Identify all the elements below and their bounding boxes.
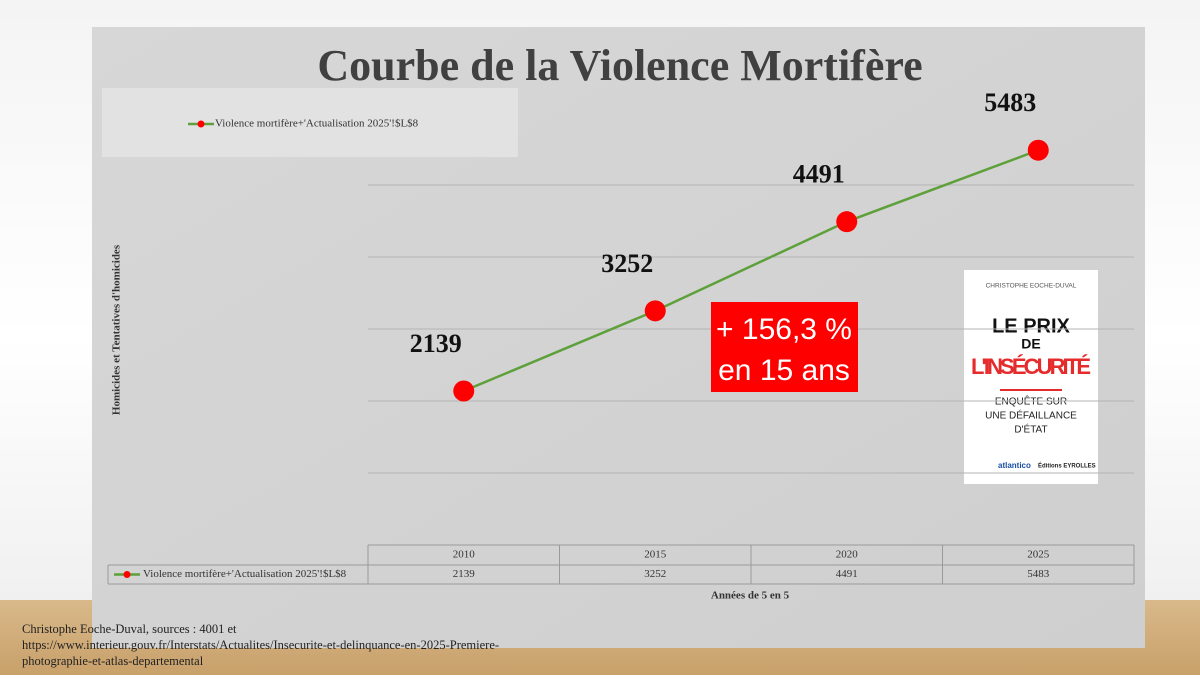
data-point bbox=[453, 380, 475, 402]
book-subtitle: D'ÉTAT bbox=[1014, 423, 1047, 436]
data-point bbox=[1027, 139, 1049, 161]
book-title: LE PRIX bbox=[992, 315, 1070, 337]
book-title: L'INSÉCURITÉ bbox=[971, 354, 1091, 379]
book-publisher: Éditions EYROLLES bbox=[1038, 462, 1096, 470]
y-axis-title: Homicides et Tentatives d'homicides bbox=[111, 244, 123, 415]
data-label: 3252 bbox=[601, 249, 653, 278]
book-background bbox=[964, 270, 1098, 484]
book-author: CHRISTOPHE EOCHE-DUVAL bbox=[986, 283, 1077, 290]
table-cell: 4491 bbox=[836, 568, 858, 580]
data-label: 4491 bbox=[793, 160, 845, 189]
source-note: Christophe Eoche-Duval, sources : 4001 e… bbox=[22, 621, 622, 669]
legend-box bbox=[102, 88, 518, 157]
legend-label: Violence mortifère+'Actualisation 2025'!… bbox=[215, 118, 419, 130]
source-line: Christophe Eoche-Duval, sources : 4001 e… bbox=[22, 622, 237, 636]
table-cell: 2139 bbox=[453, 568, 476, 580]
data-label: 2139 bbox=[410, 329, 462, 358]
table-row-label: Violence mortifère+'Actualisation 2025'!… bbox=[143, 568, 347, 580]
table-cell: 5483 bbox=[1027, 568, 1050, 580]
data-label: 5483 bbox=[984, 88, 1036, 117]
annotation-box bbox=[711, 302, 858, 392]
data-point bbox=[644, 300, 666, 322]
table-legend-marker bbox=[123, 571, 131, 578]
annotation-text: + 156,3 % bbox=[716, 313, 852, 346]
book-subtitle: UNE DÉFAILLANCE bbox=[985, 409, 1077, 422]
table-header: 2020 bbox=[836, 549, 859, 561]
book-title: DE bbox=[1021, 336, 1040, 352]
data-point bbox=[836, 211, 858, 233]
source-line: https://www.interieur.gouv.fr/Interstats… bbox=[22, 638, 500, 652]
table-header: 2015 bbox=[644, 549, 667, 561]
table-header: 2010 bbox=[453, 549, 476, 561]
x-axis-title: Années de 5 en 5 bbox=[711, 590, 790, 602]
chart-title: Courbe de la Violence Mortifère bbox=[317, 41, 922, 90]
table-cell: 3252 bbox=[644, 568, 666, 580]
source-line: photographie-et-atlas-departemental bbox=[22, 654, 204, 668]
legend-marker bbox=[197, 120, 205, 128]
table-header: 2025 bbox=[1027, 549, 1050, 561]
book-publisher: atlantico bbox=[998, 461, 1031, 470]
annotation-text: en 15 ans bbox=[718, 354, 850, 387]
data-line bbox=[463, 149, 1039, 393]
